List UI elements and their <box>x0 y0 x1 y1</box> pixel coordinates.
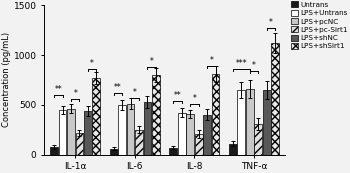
Bar <box>152 75 160 154</box>
Bar <box>186 114 194 154</box>
Text: *: * <box>90 59 94 68</box>
Y-axis label: Concentration (pg/mL): Concentration (pg/mL) <box>2 32 11 128</box>
Bar <box>237 90 245 154</box>
Bar <box>59 110 66 154</box>
Bar <box>92 78 100 154</box>
Bar <box>195 134 203 154</box>
Bar <box>84 111 92 154</box>
Text: *: * <box>252 61 256 70</box>
Text: **: ** <box>114 83 122 92</box>
Bar <box>229 144 237 154</box>
Bar <box>254 124 262 154</box>
Bar <box>118 105 126 154</box>
Bar <box>203 115 211 154</box>
Text: *: * <box>193 94 196 103</box>
Bar <box>246 89 254 154</box>
Bar <box>135 130 143 154</box>
Text: *: * <box>150 57 154 66</box>
Text: **: ** <box>55 85 62 94</box>
Bar <box>76 133 83 154</box>
Bar <box>169 148 177 154</box>
Text: *: * <box>133 88 137 97</box>
Bar <box>178 113 186 154</box>
Bar <box>144 102 151 154</box>
Text: *: * <box>209 56 213 65</box>
Bar <box>67 109 75 154</box>
Bar <box>263 90 271 154</box>
Text: **: ** <box>174 91 181 100</box>
Bar <box>271 43 279 154</box>
Text: ***: *** <box>236 59 247 68</box>
Bar <box>110 149 118 154</box>
Bar <box>50 147 58 154</box>
Legend: Untrans, LPS+Untrans, LPS+pcNC, LPS+pc-Sirt1, LPS+shNC, LPS+shSirt1: Untrans, LPS+Untrans, LPS+pcNC, LPS+pc-S… <box>291 1 348 49</box>
Text: *: * <box>269 18 273 27</box>
Bar <box>127 104 134 154</box>
Bar <box>212 74 219 154</box>
Text: *: * <box>73 89 77 98</box>
